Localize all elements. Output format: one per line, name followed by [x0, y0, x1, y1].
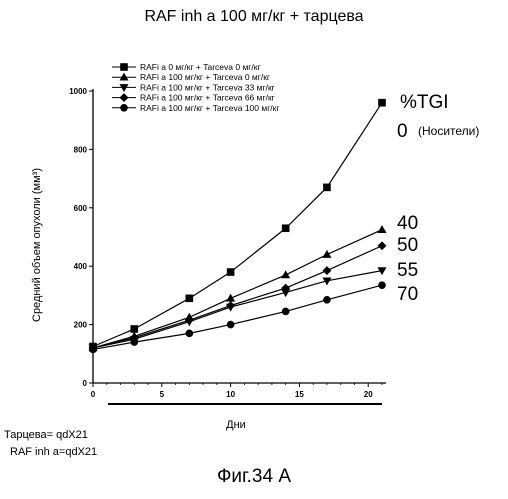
data-point	[131, 339, 138, 346]
x-tick-label: 5	[160, 390, 165, 399]
data-point	[186, 330, 193, 337]
legend-marker	[121, 64, 128, 71]
tgi-value-1: 40	[397, 213, 418, 234]
data-point	[186, 295, 193, 302]
series-4	[90, 282, 386, 353]
x-axis-label: Дни	[226, 419, 246, 431]
data-point	[323, 267, 331, 275]
legend-entry-1: RAFi a 100 мг/кг + Tarceva 0 мг/кг	[112, 72, 270, 82]
legend-entry-0: RAFi a 0 мг/кг + Tarceva 0 мг/кг	[112, 62, 261, 72]
tgi-value-3: 50	[397, 235, 418, 256]
legend-entry-4: RAFi a 100 мг/кг + Tarceva 100 мг/кг	[112, 103, 280, 113]
series-line	[93, 103, 382, 347]
y-axis-label: Средний объем опухоли (мм³)	[31, 168, 43, 322]
legend-marker	[120, 94, 128, 102]
data-point	[379, 282, 386, 289]
legend-label: RAFi a 0 мг/кг + Tarceva 0 мг/кг	[140, 62, 261, 72]
legend-label: RAFi a 100 мг/кг + Tarceva 33 мг/кг	[140, 82, 275, 92]
chart-legend: RAFi a 0 мг/кг + Tarceva 0 мг/кгRAFi a 1…	[112, 62, 280, 113]
data-point	[282, 271, 290, 278]
dosing-note-raf: RAF inh a=qdX21	[4, 444, 97, 461]
data-point	[323, 251, 331, 258]
y-tick-label: 200	[74, 321, 88, 330]
tgi-header: %TGI	[400, 92, 449, 113]
data-point	[227, 269, 234, 276]
y-tick-label: 600	[74, 204, 88, 213]
x-tick-label: 20	[364, 390, 373, 399]
data-point	[323, 184, 330, 191]
x-tick-label: 10	[226, 390, 235, 399]
y-tick-label: 800	[74, 145, 88, 154]
data-point	[323, 296, 330, 303]
legend-label: RAFi a 100 мг/кг + Tarceva 66 мг/кг	[140, 93, 275, 103]
data-point	[282, 308, 289, 315]
tgi-vehicle-note: (Носители)	[418, 124, 479, 138]
tgi-value-0: 0	[397, 121, 408, 142]
chart-axes	[93, 89, 386, 404]
x-tick-label: 15	[295, 390, 304, 399]
data-point	[378, 226, 386, 233]
series-0	[90, 99, 386, 350]
data-point	[90, 346, 97, 353]
x-tick-label: 0	[91, 390, 96, 399]
y-tick-label: 400	[74, 262, 88, 271]
y-tick-label: 1000	[69, 87, 87, 96]
tgi-value-4: 70	[397, 284, 418, 305]
tgi-labels: %TGI 0 40 55 50 70 (Носители)	[397, 92, 479, 305]
legend-entry-3: RAFi a 100 мг/кг + Tarceva 66 мг/кг	[112, 93, 275, 103]
data-point	[282, 225, 289, 232]
dosing-note: Тарцева= qdX21 RAF inh a=qdX21	[4, 427, 97, 461]
chart-ticks: 0 200 400 600 800 1000 0 5 10 15 20	[69, 87, 382, 399]
data-point	[227, 321, 234, 328]
data-point	[378, 242, 386, 250]
tgi-value-2: 55	[397, 260, 418, 281]
legend-label: RAFi a 100 мг/кг + Tarceva 0 мг/кг	[140, 72, 270, 82]
data-point	[131, 325, 138, 332]
legend-label: RAFi a 100 мг/кг + Tarceva 100 мг/кг	[140, 103, 280, 113]
y-tick-label: 0	[83, 379, 88, 388]
data-point	[379, 99, 386, 106]
chart-series	[89, 99, 386, 353]
series-3	[89, 242, 386, 352]
data-point	[227, 294, 235, 301]
legend-entry-2: RAFi a 100 мг/кг + Tarceva 33 мг/кг	[112, 82, 275, 92]
legend-marker	[121, 104, 128, 111]
dosing-note-tarceva: Тарцева= qdX21	[4, 427, 97, 444]
figure-caption: Фиг.34 А	[0, 466, 508, 488]
